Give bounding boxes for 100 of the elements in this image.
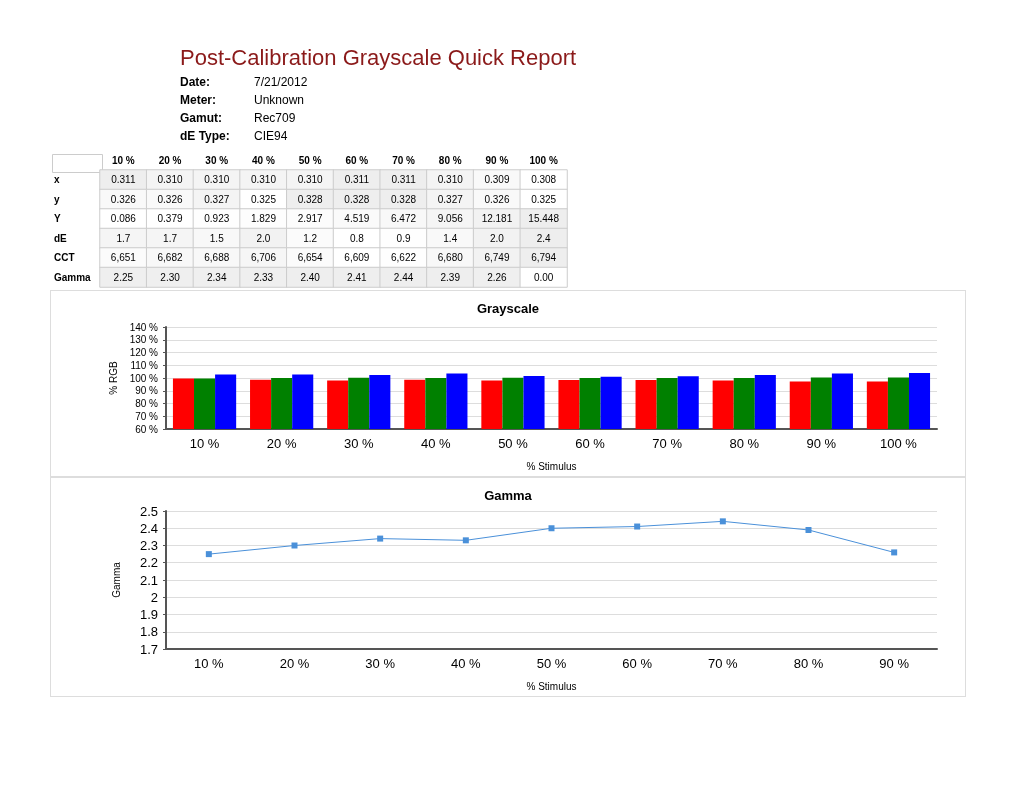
x-tick-label: 40 % (451, 656, 482, 671)
x-tick-label: 100 % (880, 436, 918, 451)
x-tick-label: 20 % (279, 656, 310, 671)
data-label: 2.30 (160, 271, 181, 283)
data-label: 2.39 (440, 271, 461, 283)
y-tick-label: 2.4 (139, 520, 158, 536)
x-tick-label: 50 % (498, 436, 529, 451)
data-label: 6,654 (297, 252, 324, 264)
data-label: 6,651 (110, 252, 137, 264)
y-tick-label: 1.7 (139, 641, 158, 657)
data-label: 4.519 (344, 213, 370, 225)
y-tick-label: 2.5 (139, 503, 158, 519)
data-label: 2.40 (300, 271, 321, 283)
y-tick-label: 2.3 (139, 538, 158, 553)
x-tick-label: 50 % (536, 656, 567, 671)
data-label: 0.328 (297, 193, 324, 205)
data-label: 6.472 (391, 213, 417, 225)
data-label: 6,749 (484, 252, 510, 264)
data-label: 0.327 (204, 193, 230, 205)
data-label: 6,688 (204, 252, 230, 264)
data-label: 2.0 (256, 232, 271, 244)
x-tick-label: 80 % (438, 154, 462, 166)
y-tick-label: 140 % (129, 321, 159, 333)
data-label: 2.41 (347, 271, 368, 283)
point (634, 523, 641, 530)
x-tick-label: 60 % (575, 436, 606, 451)
x-tick-label: 40 % (421, 436, 452, 451)
text: Gamut: Rec709 (180, 111, 296, 125)
data-label: 0.310 (250, 174, 277, 186)
point (719, 518, 726, 525)
data-label: 6,706 (250, 252, 277, 264)
data-label: 0.326 (157, 193, 183, 205)
y-axis-title: % RGB (108, 361, 120, 395)
data-label: 0.310 (297, 174, 324, 186)
data-label: 1.5 (209, 232, 225, 244)
y-tick-label: 70 % (135, 410, 159, 422)
data-label: 2.33 (253, 271, 274, 283)
data-label: 0.326 (484, 193, 510, 205)
data-label: 1.4 (443, 232, 458, 244)
point (805, 526, 812, 533)
y-tick-label: 100 % (129, 372, 159, 384)
data-label: 0.311 (111, 174, 136, 186)
x-tick-label: 40 % (252, 154, 275, 166)
x-tick-label: 90 % (806, 436, 837, 451)
text: dE Type: CIE94 (180, 129, 288, 143)
data-label: 0.8 (349, 232, 365, 244)
x-tick-label: 90 % (485, 154, 509, 166)
data-label: 6,680 (437, 252, 464, 264)
data-label: 2.25 (113, 271, 134, 283)
data-label: 0.327 (437, 193, 464, 205)
x-tick-label: 80 % (793, 656, 824, 671)
data-label: 0.086 (110, 213, 137, 225)
y-tick-label: 120 % (129, 347, 159, 358)
data-label: 2.34 (207, 271, 227, 283)
data-label: 1.7 (163, 232, 178, 244)
data-label: 15.448 (528, 213, 560, 225)
data-label: 1.2 (303, 232, 318, 244)
data-label: 12.181 (481, 213, 513, 225)
data-label: 0.325 (250, 193, 277, 205)
y-tick-label: dE (54, 232, 68, 244)
data-label: 6,622 (391, 252, 417, 264)
point (291, 542, 298, 549)
point (205, 551, 212, 558)
data-label: 0.325 (531, 193, 557, 205)
x-tick-label: 20 % (158, 154, 182, 166)
point (548, 525, 555, 532)
data-label: 2.4 (536, 232, 552, 244)
chart-title: Grayscale (476, 301, 540, 316)
x-tick-label: 30 % (343, 436, 374, 451)
data-label: 0.311 (344, 174, 370, 186)
x-tick-label: 20 % (266, 436, 297, 451)
y-tick-label: Gamma (54, 271, 92, 283)
x-tick-label: 10 % (194, 656, 225, 671)
chart-title: Post-Calibration Grayscale Quick Report (180, 44, 577, 70)
data-label: 0.00 (533, 271, 554, 283)
data-label: 9.056 (437, 213, 464, 225)
data-label: 0.328 (391, 193, 417, 205)
data-label: 0.379 (157, 213, 183, 225)
chart-title: Gamma (484, 488, 533, 503)
text: Date: 7/21/2012 (180, 75, 308, 89)
point (462, 537, 469, 544)
x-tick-label: 10 % (189, 436, 220, 451)
x-tick-label: 60 % (622, 656, 653, 671)
data-label: 6,682 (157, 252, 183, 264)
x-tick-label: 100 % (529, 154, 558, 166)
y-tick-label: 2 (150, 589, 158, 605)
data-label: 2.0 (490, 232, 505, 244)
data-label: 6,609 (344, 252, 370, 264)
x-axis-title: % Stimulus (526, 680, 577, 692)
x-tick-label: 10 % (111, 154, 135, 166)
data-label: 1.7 (116, 232, 131, 244)
x-tick-label: 50 % (298, 154, 322, 166)
point (891, 549, 898, 556)
data-label: 0.308 (531, 174, 557, 186)
y-tick-label: Y (54, 213, 61, 225)
data-label: 0.310 (157, 174, 183, 186)
y-tick-label: 1.8 (139, 624, 158, 640)
data-label: 2.26 (487, 271, 508, 283)
y-tick-label: 60 % (135, 423, 159, 435)
x-axis-title: % Stimulus (526, 460, 577, 472)
